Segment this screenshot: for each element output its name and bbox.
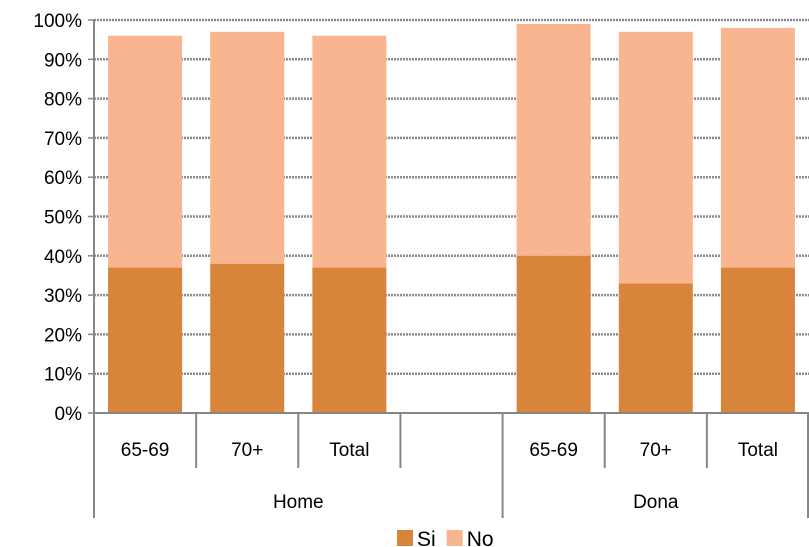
- bar-si: [108, 267, 183, 413]
- y-tick-label: 0%: [55, 404, 83, 425]
- x-tick-label: 65-69: [121, 440, 170, 461]
- y-tick-label: 20%: [44, 325, 82, 346]
- y-tick-label: 50%: [44, 208, 82, 229]
- bar-no: [108, 35, 183, 268]
- legend: Si No: [397, 528, 494, 547]
- bar-no: [618, 31, 693, 284]
- y-tick-label: 10%: [44, 365, 82, 386]
- bar-no: [312, 35, 387, 268]
- group-labels: Home Dona: [273, 492, 679, 513]
- bar-no: [720, 27, 795, 268]
- legend-swatch-si: [397, 530, 413, 546]
- y-tick-labels: 0% 10% 20% 30% 40% 50% 60% 70% 80% 90% 100%: [33, 11, 82, 425]
- bar-no: [516, 23, 591, 256]
- bar-no: [210, 31, 285, 264]
- x-tick-label: 70+: [640, 440, 672, 461]
- legend-label: Si: [417, 528, 436, 547]
- y-tick-label: 80%: [44, 90, 82, 111]
- y-tick-label: 100%: [33, 11, 82, 32]
- y-tick-label: 40%: [44, 247, 82, 268]
- group-label: Dona: [633, 492, 679, 513]
- group-label: Home: [273, 492, 324, 513]
- x-tick-label: Total: [329, 440, 369, 461]
- bar-si: [312, 267, 387, 413]
- y-tick-label: 70%: [44, 129, 82, 150]
- x-tick-labels: 65-69 70+ Total 65-69 70+ Total: [121, 440, 778, 461]
- x-tick-label: Total: [738, 440, 778, 461]
- y-tick-label: 30%: [44, 286, 82, 307]
- x-tick-label: 65-69: [529, 440, 578, 461]
- axes: [93, 20, 809, 518]
- legend-label: No: [467, 528, 494, 547]
- gridlines: [88, 18, 809, 414]
- y-tick-label: 90%: [44, 50, 82, 71]
- bar-si: [720, 267, 795, 413]
- bar-si: [516, 255, 591, 413]
- x-tick-label: 70+: [231, 440, 263, 461]
- bar-si: [618, 283, 693, 413]
- y-tick-label: 60%: [44, 168, 82, 189]
- legend-swatch-no: [446, 530, 463, 546]
- bar-si: [210, 263, 285, 413]
- bars: [108, 23, 795, 413]
